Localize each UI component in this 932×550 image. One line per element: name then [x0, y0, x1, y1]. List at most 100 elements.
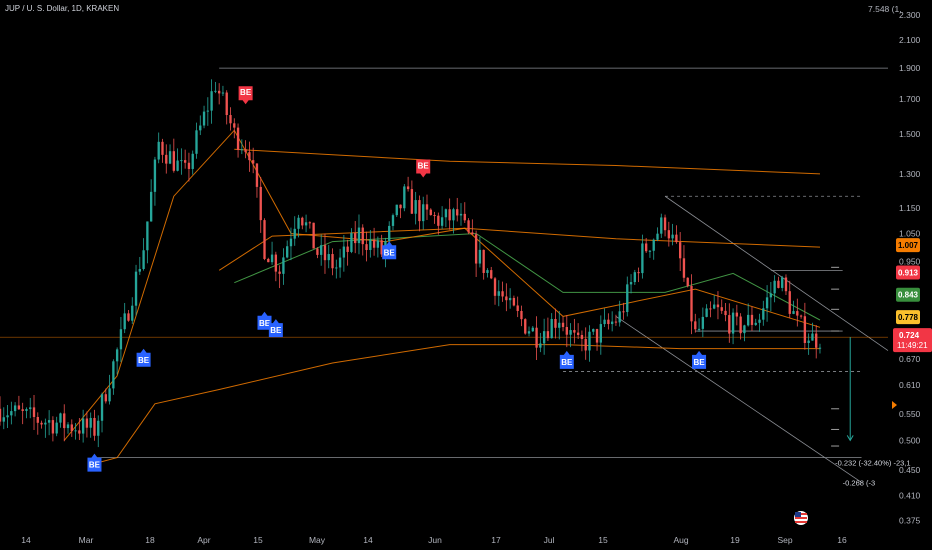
candle-body [127, 313, 130, 321]
candle-body [558, 322, 561, 328]
signal-buy-6[interactable]: BE [559, 350, 574, 369]
candle-body [199, 125, 202, 131]
candle-body [55, 422, 58, 434]
candle-body [459, 213, 463, 216]
candle-body [694, 321, 697, 330]
candle-body [59, 413, 62, 423]
candle-body [497, 291, 500, 296]
projection-arrow-head [846, 435, 854, 442]
candle-body [773, 280, 776, 294]
candle-body [678, 242, 682, 259]
candle-body [542, 331, 546, 344]
time-axis[interactable]: 14 Mar 18 Apr 15 May 14 Jun 17 Jul 15 Aug 19 Sep 16 [21, 535, 847, 545]
candle-body [607, 319, 610, 325]
candle-body [660, 217, 663, 234]
candle-body [357, 227, 361, 244]
candle-body [51, 420, 55, 434]
signal-sell-1[interactable]: BE [416, 159, 431, 178]
candle-body [112, 361, 115, 389]
trend-line-3 [615, 316, 862, 483]
time-tick-label: Apr [197, 535, 210, 545]
price-tick-label: 2.300 [899, 10, 921, 20]
signal-buy-2[interactable]: BE [136, 348, 151, 367]
candle-body [610, 321, 614, 325]
candle-body [331, 254, 334, 269]
candle-body [792, 311, 795, 314]
candle-body [482, 249, 485, 273]
price-tick-label: 0.550 [899, 409, 921, 419]
candle-body [637, 272, 640, 274]
candle-body [354, 233, 357, 244]
price-tag-0 [896, 238, 920, 253]
time-tick-label: 18 [145, 535, 155, 545]
trend-lines [0, 67, 889, 483]
candle-body [66, 424, 70, 429]
signal-badge [87, 453, 102, 472]
us-flag-icon[interactable] [794, 511, 808, 525]
candle-body [584, 338, 587, 351]
price-tick-label: 0.375 [899, 516, 921, 526]
candle-body [187, 162, 191, 169]
price-tag-3 [896, 310, 920, 325]
price-tick-label: 0.670 [899, 354, 921, 364]
time-tick-label: 19 [730, 535, 740, 545]
candle-body [796, 311, 799, 316]
candle-body [44, 422, 47, 425]
candle-body [327, 254, 330, 261]
candle-body [546, 331, 550, 339]
candle-body [728, 315, 731, 334]
candle-body [191, 153, 194, 169]
signal-buy-7[interactable]: BE [692, 350, 707, 369]
candle-body [134, 271, 138, 306]
candle-body [206, 110, 210, 112]
measure-label-0: -0.232 (-32.40%) -23,1 [835, 458, 910, 467]
candle-body [180, 160, 183, 162]
candle-body [380, 240, 383, 255]
candle-body [539, 343, 542, 348]
price-tag-1 [896, 265, 920, 280]
candle-body [210, 91, 213, 111]
candle-body [724, 310, 727, 316]
signal-badge [382, 241, 397, 260]
signal-buy-3[interactable]: BE [257, 311, 272, 330]
candle-body [569, 330, 572, 335]
candle-body [784, 277, 788, 292]
price-axis[interactable]: 7.548 (1,2.300 2.100 1.900 1.700 1.500 1.300 1… [868, 4, 921, 526]
time-tick-label: 14 [363, 535, 373, 545]
candle-body [595, 329, 599, 343]
candle-body [172, 151, 175, 171]
candle-body [656, 233, 659, 240]
candle-body [769, 293, 773, 298]
candle-body [32, 407, 36, 417]
candle-body [765, 297, 769, 309]
candle-body [270, 254, 274, 263]
candle-body [304, 222, 308, 226]
alert-marker-icon[interactable] [892, 401, 897, 409]
price-tag-label: 1.007 [898, 241, 919, 250]
candle-body [652, 239, 655, 251]
candle-body [644, 243, 648, 252]
candle-body [686, 277, 689, 286]
candle-body [142, 250, 145, 270]
signal-buy-8[interactable]: BE [87, 453, 102, 472]
candle-body [437, 215, 440, 226]
candle-body [486, 270, 489, 273]
signal-sell-0[interactable]: BE [238, 86, 253, 105]
candle-body [93, 417, 96, 436]
signal-buy-4[interactable]: BE [268, 319, 283, 338]
signal-label: BE [384, 248, 396, 257]
candle-body [520, 310, 523, 320]
price-tick-label: 0.500 [899, 435, 921, 445]
time-tick-label: Jun [428, 535, 442, 545]
moving-averages [63, 129, 821, 465]
signal-label: BE [694, 358, 706, 367]
candle-body [308, 222, 312, 224]
candle-body [100, 394, 104, 421]
candle-body [614, 321, 618, 323]
candle-body [701, 316, 705, 329]
candlesticks [0, 79, 822, 448]
candle-body [399, 204, 402, 209]
signal-badge [416, 159, 431, 178]
signal-buy-5[interactable]: BE [382, 241, 397, 260]
